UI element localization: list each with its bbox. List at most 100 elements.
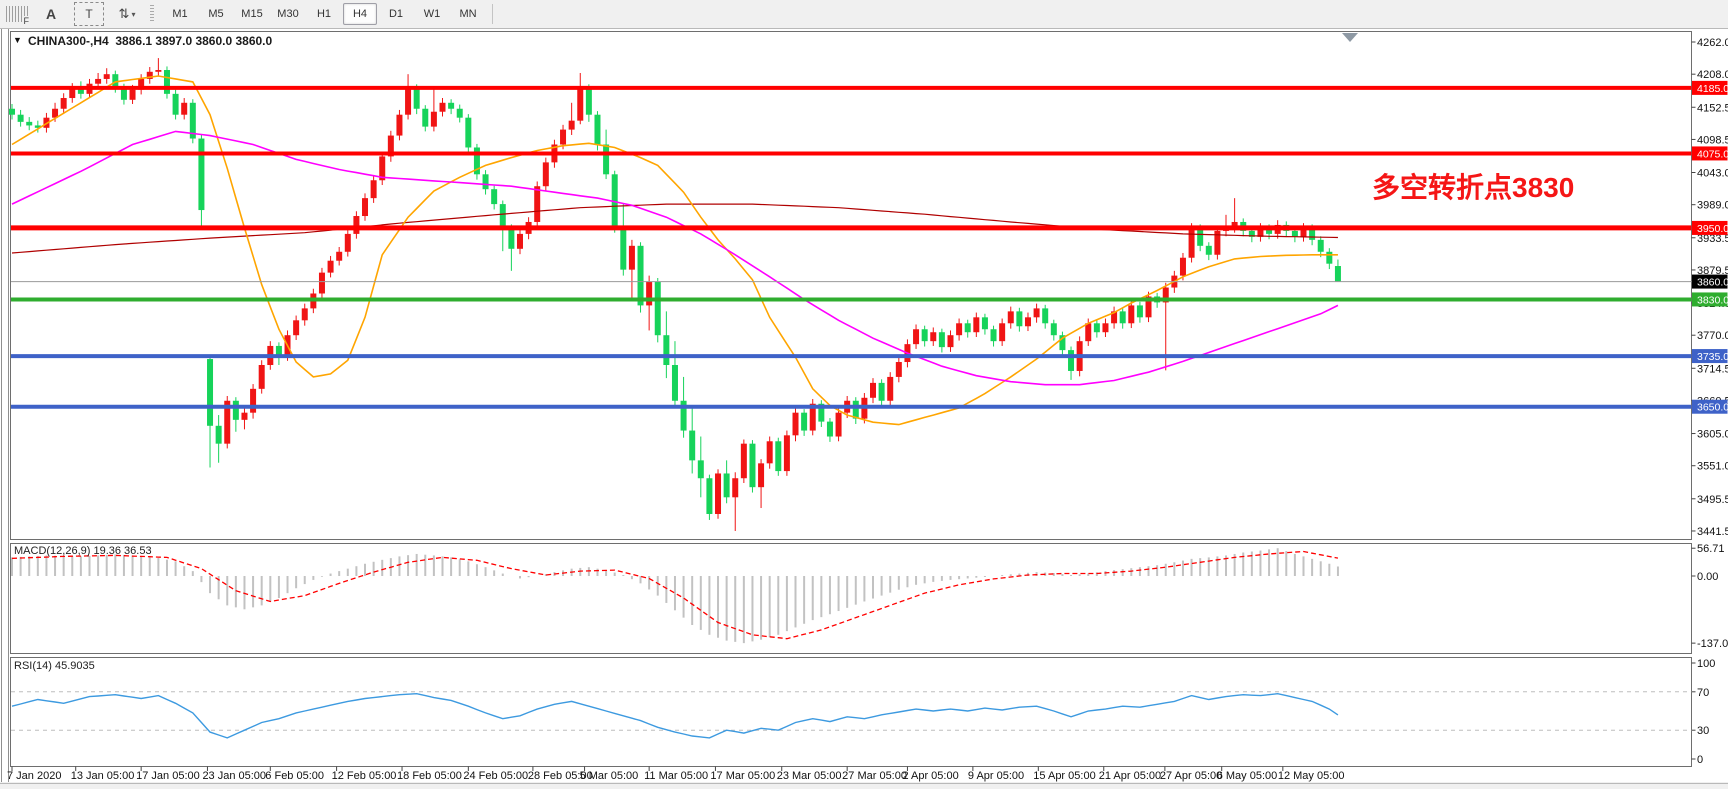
candle xyxy=(1136,305,1143,318)
candle xyxy=(835,412,842,437)
candle xyxy=(964,323,971,333)
candle xyxy=(895,362,902,377)
axis-price-label-box xyxy=(1692,220,1728,235)
bottom-strip xyxy=(0,783,1728,789)
timeframe-button-m1[interactable]: M1 xyxy=(172,8,188,20)
candle xyxy=(723,473,730,498)
timeframe-button-w1[interactable]: W1 xyxy=(423,8,441,20)
candle xyxy=(1145,296,1152,318)
candle xyxy=(430,111,437,127)
candle xyxy=(1309,227,1316,240)
candle xyxy=(775,441,782,472)
candle xyxy=(981,317,988,330)
time-axis-label: 12 Feb 05:00 xyxy=(332,770,397,782)
candle xyxy=(715,473,722,514)
candle xyxy=(387,135,394,157)
candle xyxy=(422,108,429,127)
candle xyxy=(301,308,308,321)
time-axis-label: 23 Mar 05:00 xyxy=(777,770,842,782)
candle xyxy=(155,70,162,72)
timeframe-button-m5[interactable]: M5 xyxy=(208,8,224,20)
rsi-indicator-label: RSI(14) 45.9035 xyxy=(14,660,95,672)
candle xyxy=(1024,317,1031,327)
chart-shift-marker-icon[interactable] xyxy=(1342,33,1358,42)
candle xyxy=(250,388,257,413)
text-box-tool-icon[interactable]: T xyxy=(74,2,104,26)
candle xyxy=(1093,323,1100,333)
candle xyxy=(473,147,480,175)
toolbar: F A T ⇅ ▾ M1 M5 M15 M30 H1 H4 D1 W1 MN xyxy=(0,0,1728,29)
candle xyxy=(379,156,386,181)
window-frame-left-inner xyxy=(8,29,9,782)
candle xyxy=(628,245,635,270)
candle xyxy=(956,323,963,336)
timeframe-button-h4[interactable]: H4 xyxy=(343,3,377,25)
candle xyxy=(930,332,937,342)
candle xyxy=(1085,323,1092,342)
candle xyxy=(1068,350,1075,371)
timeframe-button-mn[interactable]: MN xyxy=(459,8,477,20)
candle xyxy=(258,365,265,389)
candle xyxy=(947,335,954,348)
axis-price-label-box xyxy=(1692,80,1728,95)
candle xyxy=(783,435,790,472)
candle xyxy=(103,74,110,79)
price-axis-tick-label: 4208.0 xyxy=(1697,69,1728,81)
time-axis-label: 24 Feb 05:00 xyxy=(463,770,528,782)
macd-indicator-label: MACD(12,26,9) 19.36 36.53 xyxy=(14,545,152,557)
axis-price-label-box xyxy=(1692,146,1728,161)
candle xyxy=(146,71,153,79)
time-axis-label: 28 Feb 05:00 xyxy=(528,770,593,782)
axis-price-label-box xyxy=(1692,399,1728,414)
candle xyxy=(663,335,670,366)
candle xyxy=(560,129,567,145)
candle xyxy=(318,272,325,294)
objects-tool-icon[interactable]: ⇅ ▾ xyxy=(116,3,138,25)
candle xyxy=(138,78,145,90)
candle xyxy=(362,198,369,217)
time-axis-label: 27 Apr 05:00 xyxy=(1160,770,1222,782)
dock-grid-icon[interactable]: F xyxy=(6,6,30,26)
timeframe-button-d1[interactable]: D1 xyxy=(388,8,404,20)
window-frame-left-outer xyxy=(1,29,2,782)
candle xyxy=(1326,251,1333,264)
price-axis-tick-label: 4262.0 xyxy=(1697,37,1728,49)
candle xyxy=(241,412,248,420)
toolbar-separator xyxy=(492,4,493,24)
symbol-dropdown-icon[interactable]: ▼ xyxy=(13,35,22,45)
toolbar-drag-handle[interactable] xyxy=(150,5,154,23)
text-label-tool-icon[interactable]: A xyxy=(45,6,57,22)
timeframe-button-h1[interactable]: H1 xyxy=(316,8,332,20)
chart-annotation-text[interactable]: 多空转折点3830 xyxy=(1372,172,1575,203)
price-axis-tick-label: 3495.5 xyxy=(1697,494,1728,506)
candle xyxy=(1266,227,1273,234)
macd-axis-tick-label: -137.01 xyxy=(1697,638,1728,650)
candle xyxy=(938,332,945,348)
rsi-line xyxy=(11,692,1339,739)
candle xyxy=(327,260,334,273)
candle xyxy=(189,102,196,139)
candle xyxy=(646,281,653,306)
candle xyxy=(852,400,859,419)
symbol-period-label: CHINA300-,H4 xyxy=(28,34,109,48)
time-axis-label: 11 Mar 05:00 xyxy=(644,770,708,782)
candle xyxy=(413,87,420,109)
timeframe-button-m30[interactable]: M30 xyxy=(277,8,299,20)
candle xyxy=(1007,311,1014,324)
candle xyxy=(34,125,41,128)
candle xyxy=(913,329,920,345)
time-axis-label: 6 Feb 05:00 xyxy=(265,770,324,782)
candle xyxy=(654,281,661,336)
candle xyxy=(818,403,825,422)
candle xyxy=(1162,287,1169,303)
candle xyxy=(112,74,119,88)
candle xyxy=(215,425,222,444)
time-axis-label: 13 Jan 05:00 xyxy=(71,770,135,782)
ohlc-values: 3886.1 3897.0 3860.0 3860.0 xyxy=(115,34,273,48)
rsi-axis-tick-label: 70 xyxy=(1697,687,1709,699)
candle xyxy=(766,441,773,464)
macd-axis-tick-label: 56.71 xyxy=(1697,543,1725,555)
timeframe-button-m15[interactable]: M15 xyxy=(241,8,263,20)
candle xyxy=(1300,227,1307,237)
